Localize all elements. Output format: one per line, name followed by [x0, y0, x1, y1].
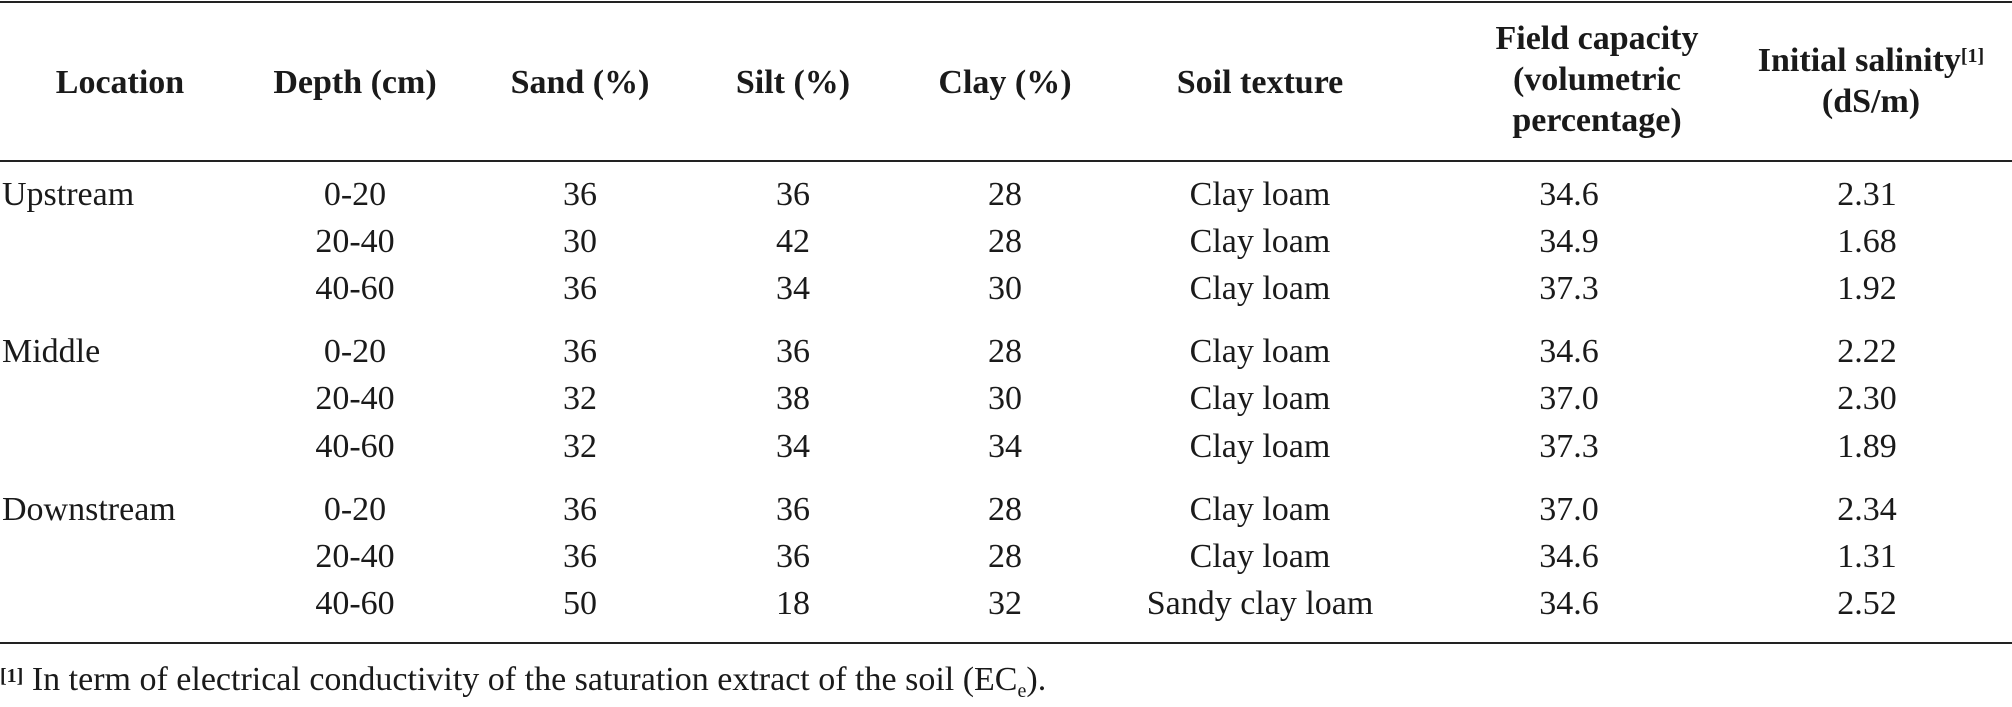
cell-field-capacity: 37.0 — [1539, 380, 1599, 417]
cell-clay: 34 — [988, 428, 1022, 465]
header-initial-salinity: Initial salinity[1] (dS/m) — [1758, 40, 1984, 122]
cell-depth: 0-20 — [323, 491, 387, 528]
cell-silt: 36 — [776, 491, 810, 528]
cell-salinity: 1.68 — [1837, 223, 1897, 260]
cell-texture: Clay loam — [1189, 491, 1331, 528]
cell-depth: 40-60 — [315, 270, 395, 307]
header-salinity-line-1: Initial salinity[1] — [1758, 40, 1984, 81]
cell-field-capacity: 34.9 — [1539, 223, 1599, 260]
cell-depth: 0-20 — [323, 333, 387, 370]
cell-sand: 36 — [563, 270, 597, 307]
cell-silt: 36 — [776, 538, 810, 575]
cell-depth: 0-20 — [323, 176, 387, 213]
cell-texture: Clay loam — [1189, 428, 1331, 465]
header-field-capacity: Field capacity (volumetric percentage) — [1495, 18, 1698, 141]
footnote-marker: [1] — [0, 665, 24, 687]
cell-location: Upstream — [2, 176, 135, 213]
header-location: Location — [55, 64, 185, 101]
cell-sand: 36 — [563, 176, 597, 213]
cell-clay: 28 — [988, 176, 1022, 213]
header-soil-texture: Soil texture — [1176, 64, 1344, 101]
cell-silt: 36 — [776, 176, 810, 213]
cell-salinity: 1.92 — [1837, 270, 1897, 307]
cell-clay: 28 — [988, 223, 1022, 260]
cell-clay: 30 — [988, 380, 1022, 417]
cell-texture: Clay loam — [1189, 223, 1331, 260]
header-depth: Depth (cm) — [273, 64, 437, 101]
header-field-capacity-line-1: Field capacity — [1495, 20, 1699, 57]
cell-texture: Clay loam — [1189, 380, 1331, 417]
cell-texture: Clay loam — [1189, 176, 1331, 213]
cell-sand: 32 — [563, 380, 597, 417]
cell-texture: Sandy clay loam — [1146, 585, 1374, 622]
cell-depth: 20-40 — [315, 380, 395, 417]
cell-salinity: 1.89 — [1837, 428, 1897, 465]
cell-field-capacity: 34.6 — [1539, 585, 1599, 622]
cell-depth: 20-40 — [315, 538, 395, 575]
cell-silt: 42 — [776, 223, 810, 260]
cell-field-capacity: 34.6 — [1539, 176, 1599, 213]
cell-clay: 28 — [988, 538, 1022, 575]
header-rule — [0, 160, 2012, 162]
cell-depth: 40-60 — [315, 585, 395, 622]
header-sand: Sand (%) — [510, 64, 650, 101]
header-clay: Clay (%) — [938, 64, 1072, 101]
cell-clay: 28 — [988, 333, 1022, 370]
header-field-capacity-line-2: (volumetric — [1512, 61, 1682, 98]
header-silt: Silt (%) — [735, 64, 851, 101]
cell-clay: 32 — [988, 585, 1022, 622]
cell-salinity: 1.31 — [1837, 538, 1897, 575]
cell-depth: 40-60 — [315, 428, 395, 465]
footnote-subscript: e — [1017, 680, 1027, 702]
cell-silt: 36 — [776, 333, 810, 370]
cell-salinity: 2.30 — [1837, 380, 1897, 417]
bottom-rule — [0, 642, 2012, 644]
table-footnote: [1] In term of electrical conductivity o… — [0, 660, 1046, 704]
top-rule — [0, 1, 2012, 3]
cell-sand: 36 — [563, 333, 597, 370]
cell-sand: 36 — [563, 491, 597, 528]
cell-salinity: 2.34 — [1837, 491, 1897, 528]
header-salinity-line-2: (dS/m) — [1821, 83, 1921, 120]
cell-silt: 18 — [776, 585, 810, 622]
header-field-capacity-line-3: percentage) — [1512, 102, 1682, 139]
cell-clay: 28 — [988, 491, 1022, 528]
footnote-tail: ). — [1026, 661, 1047, 698]
cell-salinity: 2.22 — [1837, 333, 1897, 370]
cell-field-capacity: 37.0 — [1539, 491, 1599, 528]
footnote-ref-marker: [1] — [1960, 45, 1985, 67]
cell-field-capacity: 34.6 — [1539, 333, 1599, 370]
cell-clay: 30 — [988, 270, 1022, 307]
cell-sand: 30 — [563, 223, 597, 260]
cell-sand: 32 — [563, 428, 597, 465]
cell-salinity: 2.52 — [1837, 585, 1897, 622]
cell-silt: 34 — [776, 428, 810, 465]
header-salinity-label: Initial salinity — [1757, 42, 1961, 79]
cell-location: Middle — [2, 333, 101, 370]
cell-field-capacity: 34.6 — [1539, 538, 1599, 575]
cell-sand: 36 — [563, 538, 597, 575]
cell-field-capacity: 37.3 — [1539, 428, 1599, 465]
cell-silt: 38 — [776, 380, 810, 417]
cell-texture: Clay loam — [1189, 538, 1331, 575]
cell-salinity: 2.31 — [1837, 176, 1897, 213]
cell-texture: Clay loam — [1189, 333, 1331, 370]
cell-sand: 50 — [563, 585, 597, 622]
cell-field-capacity: 37.3 — [1539, 270, 1599, 307]
footnote-text: In term of electrical conductivity of th… — [23, 661, 1018, 698]
cell-location: Downstream — [2, 491, 176, 528]
cell-silt: 34 — [776, 270, 810, 307]
cell-depth: 20-40 — [315, 223, 395, 260]
cell-texture: Clay loam — [1189, 270, 1331, 307]
